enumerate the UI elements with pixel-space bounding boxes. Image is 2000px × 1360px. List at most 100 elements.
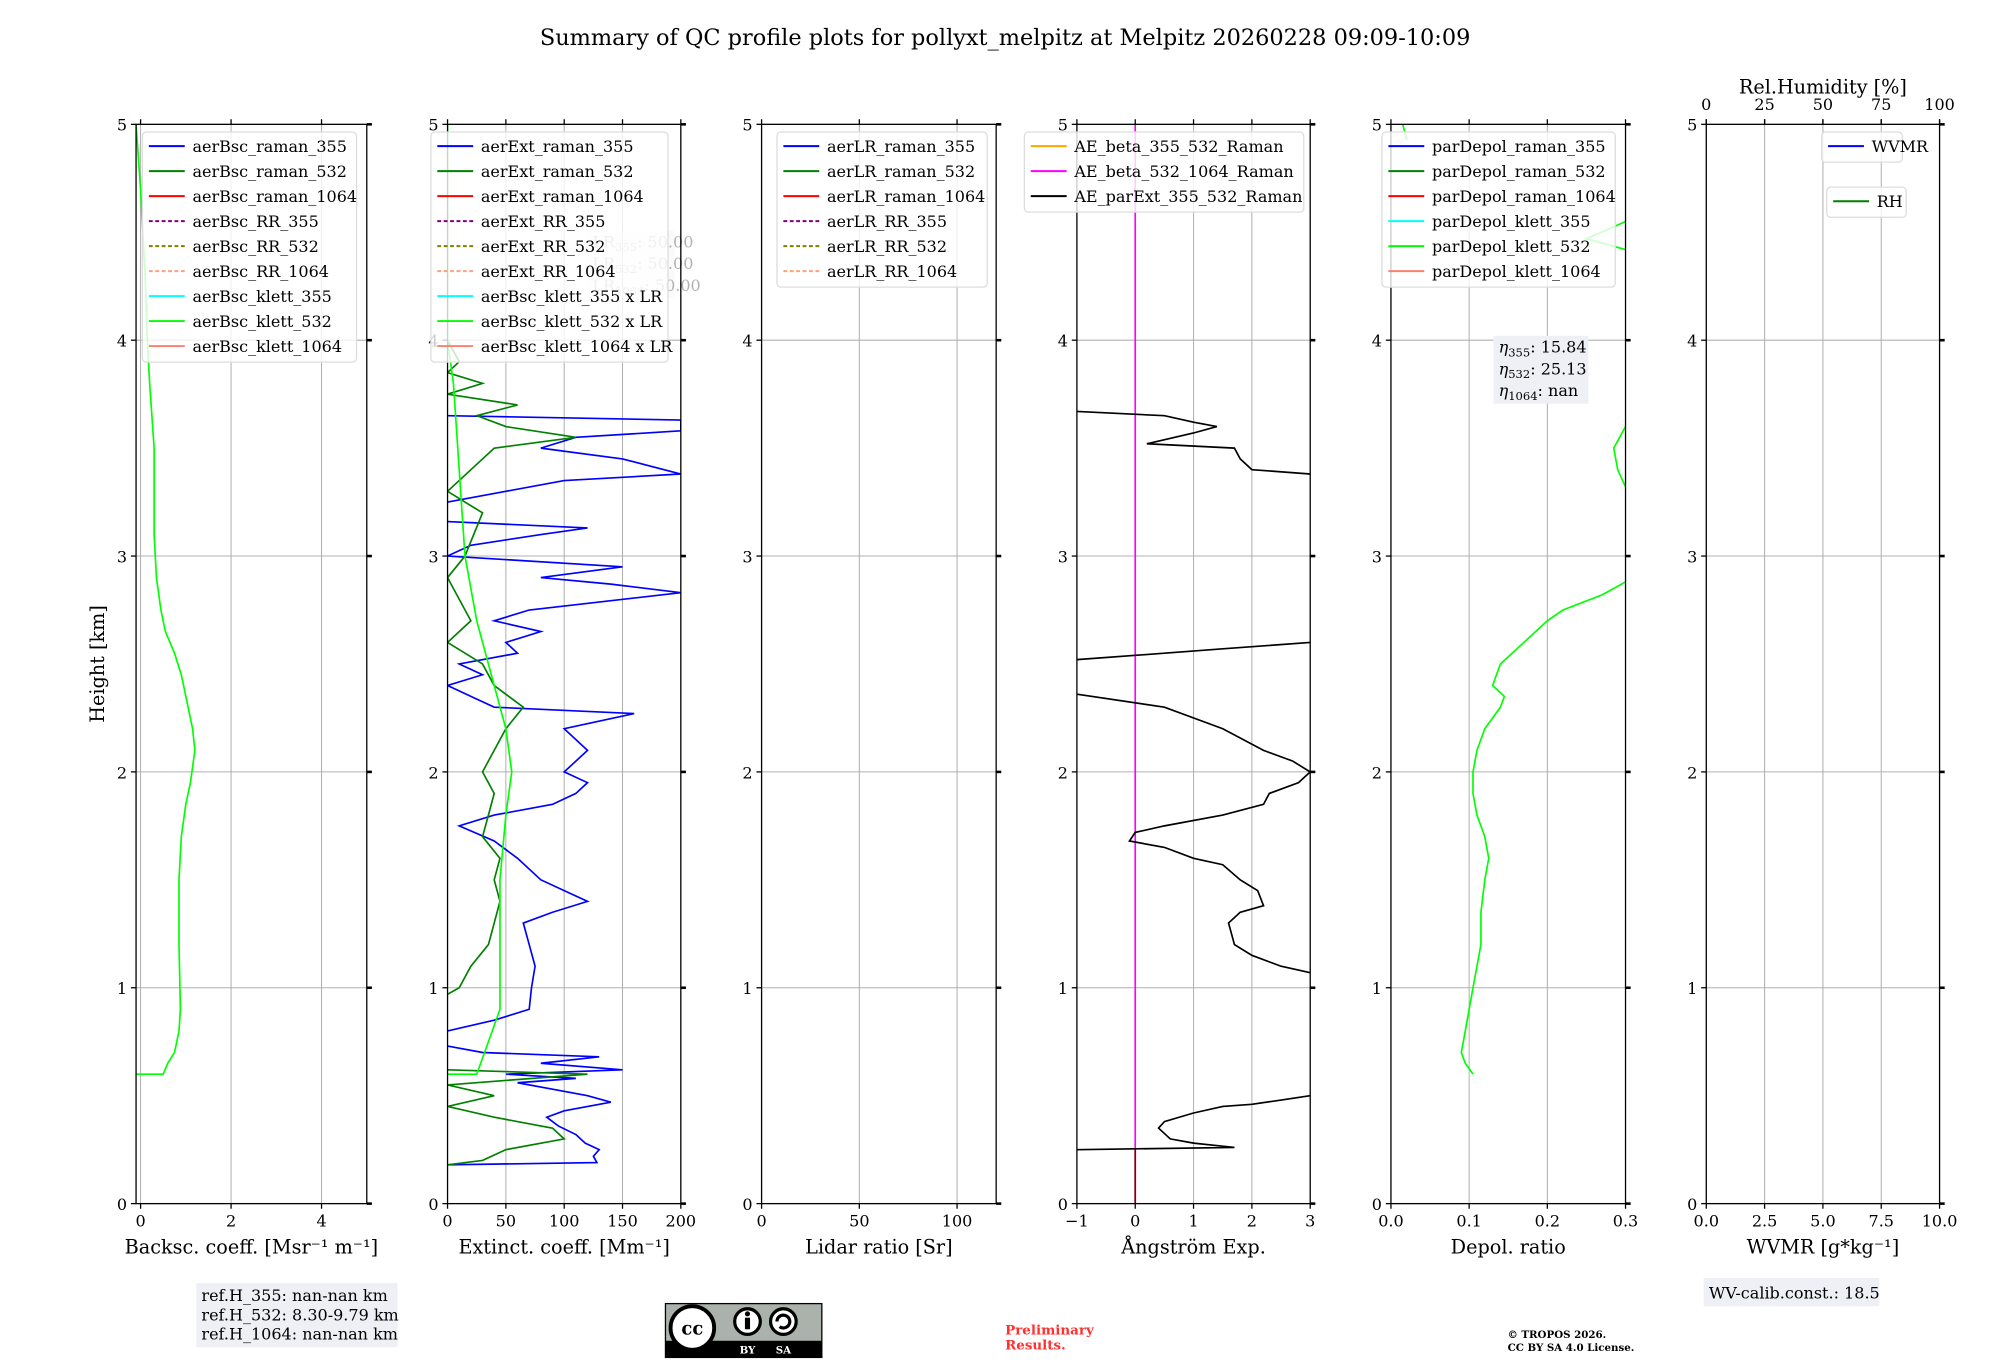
refh-355: ref.H_355: nan-nan km: [201, 1286, 387, 1305]
rh-tick-label: 75: [1871, 95, 1891, 114]
legend-frame: [430, 131, 669, 363]
refh-532: ref.H_532: 8.30-9.79 km: [201, 1305, 398, 1324]
y-tick-label: 5: [117, 116, 127, 135]
x-axis-label: Extinct. coeff. [Mm⁻¹]: [458, 1236, 669, 1259]
rh-top-axis: 0 25 50 75 100: [1701, 95, 1955, 125]
x-axis-label: Depol. ratio: [1451, 1236, 1566, 1259]
legend-label: parDepol_klett_355: [1432, 212, 1591, 231]
legend-label: aerBsc_klett_355 x LR: [481, 287, 663, 306]
x-tick-label: 0.0: [1694, 1212, 1719, 1231]
legend: parDepol_raman_355 parDepol_raman_532 parD…: [1381, 131, 1616, 288]
series-line-aerExt_raman_355: [447, 1045, 623, 1166]
x-tick-label: 5.0: [1810, 1212, 1835, 1231]
badge-sa: SA: [776, 1345, 792, 1357]
series-line-aerExt_raman_532: [447, 1068, 588, 1166]
y-tick-label: 5: [1058, 116, 1068, 135]
legend-label: aerBsc_raman_355: [192, 137, 346, 156]
x-tick-label: 2: [1247, 1212, 1257, 1231]
y-axis-label: Height [km]: [86, 605, 109, 723]
y-tick-label: 2: [1058, 763, 1068, 782]
legend-label: aerBsc_klett_532 x LR: [481, 312, 663, 331]
y-tick-label: 0: [742, 1195, 752, 1214]
rh-tick-label: 25: [1754, 95, 1774, 114]
y-tick-label: 0: [117, 1195, 127, 1214]
legend-frame: [776, 131, 988, 288]
y-tick-label: 0: [428, 1195, 438, 1214]
legend-label: aerLR_RR_532: [827, 237, 947, 256]
y-tick-label: 4: [1058, 332, 1068, 351]
reference-height-box: ref.H_355: nan-nan km ref.H_532: 8.30-9.…: [196, 1283, 399, 1348]
y-tick-label: 3: [428, 547, 438, 566]
series-line-AE_parExt_355_532_Raman: [1076, 1094, 1311, 1151]
y-tick-label: 3: [1687, 547, 1697, 566]
legend-label: RH: [1877, 192, 1903, 211]
legend-label: aerBsc_raman_1064: [192, 187, 357, 206]
legend-label: WVMR: [1872, 137, 1929, 156]
legend-label: aerLR_raman_1064: [827, 187, 985, 206]
legend-label: parDepol_raman_532: [1432, 162, 1606, 181]
legend-frame: [141, 131, 358, 363]
panel-6: 0.0 2.5 5.0 7.5 10.0 0 1 2 3 4 5 WVMR [g*kg⁻¹] WVMR R…: [1687, 116, 1957, 1259]
y-tick-label: 1: [742, 979, 752, 998]
cc-by-sa-license-badge: cc BY SA: [664, 1302, 823, 1359]
series-line-aerExt_raman_355: [447, 520, 681, 1032]
x-tick-label: 0: [756, 1212, 766, 1231]
x-tick-label: 2.5: [1752, 1212, 1777, 1231]
series-line-parDepol_klett_532: [1460, 581, 1626, 1075]
series-line-parDepol_klett_532: [1612, 426, 1626, 488]
eta-box-row: η1064: nan: [1499, 381, 1579, 403]
legend: aerExt_raman_355 aerExt_raman_532 aerExt_r…: [430, 131, 673, 363]
legend-label: aerBsc_klett_532: [192, 312, 331, 331]
axes-frame: [1390, 123, 1627, 1205]
preliminary-line1: Preliminary: [1005, 1322, 1095, 1338]
y-tick-label: 1: [1687, 979, 1697, 998]
y-tick-label: 2: [742, 763, 752, 782]
panel-3: 0 50 100 0 1 2 3 4 5 Lidar ratio [Sr] aerLR_raman_…: [742, 116, 1002, 1259]
axes-frame: [135, 123, 368, 1205]
eta-box-row: η532: 25.13: [1499, 359, 1587, 381]
legend-rh: RH: [1826, 186, 1907, 218]
series-line-AE_parExt_355_532_Raman: [1076, 410, 1311, 475]
x-tick-label: 150: [607, 1212, 638, 1231]
x-tick-label: 0.0: [1378, 1212, 1403, 1231]
share-alike-icon: [768, 1307, 798, 1336]
y-tick-label: 2: [1372, 763, 1382, 782]
y-tick-label: 0: [1372, 1195, 1382, 1214]
y-tick-label: 2: [428, 763, 438, 782]
eta-box-bg: [1493, 335, 1589, 404]
legend-label: aerLR_raman_532: [827, 162, 975, 181]
y-tick-label: 3: [1058, 547, 1068, 566]
legend-label: aerBsc_klett_355: [192, 287, 331, 306]
y-tick-label: 5: [1687, 116, 1697, 135]
x-tick-label: 0.3: [1613, 1212, 1638, 1231]
refh-1064: ref.H_1064: nan-nan km: [201, 1324, 398, 1343]
y-tick-label: 2: [117, 763, 127, 782]
legend-label: aerExt_raman_532: [481, 162, 634, 181]
x-tick-label: 0: [442, 1212, 452, 1231]
x-tick-label: 100: [549, 1212, 580, 1231]
x-tick-label: 4: [316, 1212, 326, 1231]
legend-label: aerExt_RR_1064: [481, 262, 616, 281]
legend-label: parDepol_raman_355: [1432, 137, 1606, 156]
legend: AE_beta_355_532_Raman AE_beta_532_1064_Ra…: [1023, 131, 1305, 213]
y-tick-label: 1: [428, 979, 438, 998]
legend: aerLR_raman_355 aerLR_raman_532 aerLR_rama…: [776, 131, 988, 288]
legend-label: aerExt_raman_355: [481, 137, 634, 156]
legend-frame: [1023, 131, 1305, 213]
y-tick-label: 4: [1372, 332, 1382, 351]
rh-tick-label: 100: [1924, 95, 1955, 114]
copyright-line1: © TROPOS 2026.: [1508, 1329, 1607, 1341]
legend-label: aerBsc_RR_532: [192, 237, 318, 256]
legend-label: aerLR_raman_355: [827, 137, 975, 156]
rh-tick-label: 0: [1701, 95, 1711, 114]
y-tick-label: 5: [1372, 116, 1382, 135]
x-tick-label: 0.2: [1535, 1212, 1560, 1231]
panel-1: 0 2 4 0 1 2 3 4 5 Backsc. coeff. [Msr⁻¹ m⁻¹] aerBs…: [117, 116, 378, 1259]
x-axis-label: Backsc. coeff. [Msr⁻¹ m⁻¹]: [125, 1236, 379, 1259]
y-tick-label: 3: [1372, 547, 1382, 566]
legend-label: aerBsc_klett_1064: [192, 337, 342, 356]
y-tick-label: 1: [1058, 979, 1068, 998]
legend-label: aerBsc_raman_532: [192, 162, 346, 181]
y-tick-label: 4: [117, 332, 127, 351]
y-tick-label: 1: [1372, 979, 1382, 998]
